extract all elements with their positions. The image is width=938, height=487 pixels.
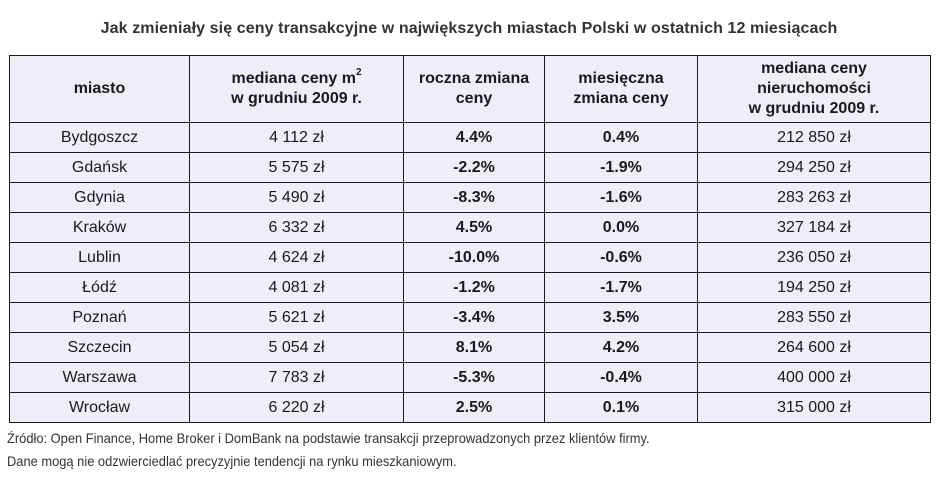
cell-monthly-change: -1.7% xyxy=(544,272,698,303)
cell-monthly-change: 0.1% xyxy=(544,392,698,423)
table-row: Warszawa 7 783 zł -5.3% -0.4% 400 000 zł xyxy=(9,362,931,393)
cell-city: Kraków xyxy=(9,212,190,243)
cell-median-m2: 4 081 zł xyxy=(189,272,404,303)
cell-median-m2: 5 621 zł xyxy=(189,302,404,333)
header-median-m2-line2: w grudniu 2009 r. xyxy=(231,90,362,107)
cell-annual-change: -3.4% xyxy=(403,302,545,333)
cell-median-m2: 4 624 zł xyxy=(189,242,404,273)
header-monthly-line1: miesięczna xyxy=(578,70,664,87)
header-property-line2: nieruchomości xyxy=(757,80,871,97)
cell-median-m2: 5 490 zł xyxy=(189,182,404,213)
table-row: Bydgoszcz 4 112 zł 4.4% 0.4% 212 850 zł xyxy=(9,122,931,153)
header-median-m2: mediana ceny m2 w grudniu 2009 r. xyxy=(189,55,404,123)
cell-property-median: 315 000 zł xyxy=(697,392,931,423)
cell-median-m2: 4 112 zł xyxy=(189,122,404,153)
header-annual-line2: ceny xyxy=(455,90,493,107)
cell-city: Gdańsk xyxy=(9,152,190,183)
cell-monthly-change: 0.0% xyxy=(544,212,698,243)
price-table: miasto mediana ceny m2 w grudniu 2009 r.… xyxy=(9,55,931,423)
cell-property-median: 294 250 zł xyxy=(697,152,931,183)
header-median-m2-sup: 2 xyxy=(355,67,362,78)
cell-city: Gdynia xyxy=(9,182,190,213)
cell-property-median: 212 850 zł xyxy=(697,122,931,153)
cell-annual-change: 4.5% xyxy=(403,212,545,243)
cell-city: Poznań xyxy=(9,302,190,333)
cell-property-median: 264 600 zł xyxy=(697,332,931,363)
cell-city: Wrocław xyxy=(9,392,190,423)
cell-monthly-change: 3.5% xyxy=(544,302,698,333)
cell-city: Szczecin xyxy=(9,332,190,363)
table-row: Kraków 6 332 zł 4.5% 0.0% 327 184 zł xyxy=(9,212,931,243)
table-header-row: miasto mediana ceny m2 w grudniu 2009 r.… xyxy=(9,55,931,123)
header-monthly-change: miesięczna zmiana ceny xyxy=(544,55,698,123)
header-city: miasto xyxy=(9,55,190,123)
cell-monthly-change: 0.4% xyxy=(544,122,698,153)
cell-property-median: 283 263 zł xyxy=(697,182,931,213)
header-property-line1: mediana ceny xyxy=(761,60,867,77)
source-footnote: Źródło: Open Finance, Home Broker i DomB… xyxy=(7,430,650,446)
cell-city: Łódź xyxy=(9,272,190,303)
header-property-median: mediana ceny nieruchomości w grudniu 200… xyxy=(697,55,931,123)
header-annual-line1: roczna zmiana xyxy=(418,70,530,87)
cell-monthly-change: -1.9% xyxy=(544,152,698,183)
cell-median-m2: 5 575 zł xyxy=(189,152,404,183)
cell-annual-change: 8.1% xyxy=(403,332,545,363)
cell-median-m2: 6 220 zł xyxy=(189,392,404,423)
cell-property-median: 400 000 zł xyxy=(697,362,931,393)
page-title: Jak zmieniały się ceny transakcyjne w na… xyxy=(100,20,838,37)
table-row: Szczecin 5 054 zł 8.1% 4.2% 264 600 zł xyxy=(9,332,931,363)
cell-annual-change: -2.2% xyxy=(403,152,545,183)
cell-property-median: 194 250 zł xyxy=(697,272,931,303)
cell-monthly-change: -1.6% xyxy=(544,182,698,213)
cell-monthly-change: -0.6% xyxy=(544,242,698,273)
cell-median-m2: 5 054 zł xyxy=(189,332,404,363)
cell-monthly-change: 4.2% xyxy=(544,332,698,363)
cell-property-median: 283 550 zł xyxy=(697,302,931,333)
disclaimer-footnote: Dane mogą nie odzwierciedlać precyzyjnie… xyxy=(7,453,457,469)
cell-median-m2: 7 783 zł xyxy=(189,362,404,393)
cell-annual-change: -10.0% xyxy=(403,242,545,273)
header-median-m2-line1: mediana ceny m xyxy=(231,70,356,87)
cell-property-median: 327 184 zł xyxy=(697,212,931,243)
table-row: Łódź 4 081 zł -1.2% -1.7% 194 250 zł xyxy=(9,272,931,303)
cell-annual-change: 2.5% xyxy=(403,392,545,423)
header-monthly-line2: zmiana ceny xyxy=(573,90,669,107)
header-annual-change: roczna zmiana ceny xyxy=(403,55,545,123)
cell-annual-change: -8.3% xyxy=(403,182,545,213)
cell-city: Warszawa xyxy=(9,362,190,393)
cell-monthly-change: -0.4% xyxy=(544,362,698,393)
table-row: Lublin 4 624 zł -10.0% -0.6% 236 050 zł xyxy=(9,242,931,273)
header-property-line3: w grudniu 2009 r. xyxy=(748,100,880,117)
cell-annual-change: 4.4% xyxy=(403,122,545,153)
table-row: Wrocław 6 220 zł 2.5% 0.1% 315 000 zł xyxy=(9,392,931,423)
table-row: Gdańsk 5 575 zł -2.2% -1.9% 294 250 zł xyxy=(9,152,931,183)
cell-median-m2: 6 332 zł xyxy=(189,212,404,243)
cell-annual-change: -1.2% xyxy=(403,272,545,303)
cell-city: Lublin xyxy=(9,242,190,273)
cell-city: Bydgoszcz xyxy=(9,122,190,153)
header-city-label: miasto xyxy=(73,80,126,97)
table-row: Gdynia 5 490 zł -8.3% -1.6% 283 263 zł xyxy=(9,182,931,213)
table-row: Poznań 5 621 zł -3.4% 3.5% 283 550 zł xyxy=(9,302,931,333)
cell-annual-change: -5.3% xyxy=(403,362,545,393)
cell-property-median: 236 050 zł xyxy=(697,242,931,273)
